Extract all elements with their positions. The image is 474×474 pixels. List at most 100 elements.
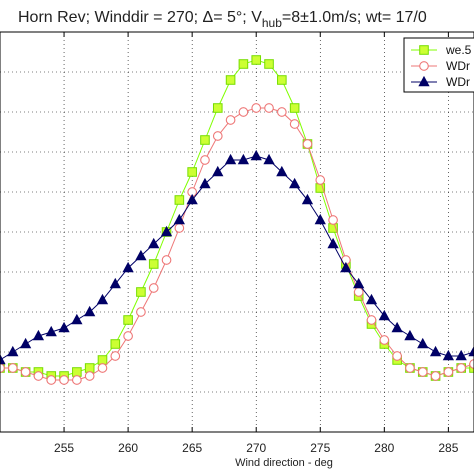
series-2	[0, 103, 474, 385]
data-point	[443, 367, 454, 377]
data-point	[238, 59, 249, 69]
series-group	[0, 55, 474, 385]
data-point	[97, 355, 108, 365]
x-tick-label: 270	[246, 441, 266, 455]
data-point	[212, 165, 224, 177]
chart-title-subscript: hub	[262, 16, 282, 30]
x-tick-label: 275	[310, 441, 330, 455]
data-point	[84, 363, 95, 373]
legend-marker	[419, 61, 429, 71]
data-point	[302, 139, 313, 149]
data-point	[277, 75, 287, 85]
data-point	[212, 131, 223, 141]
x-tick-label: 260	[118, 441, 138, 455]
data-point	[148, 259, 159, 269]
data-point	[442, 349, 455, 361]
data-point	[148, 283, 159, 293]
legend-marker	[419, 45, 429, 55]
data-point	[200, 135, 210, 145]
data-point	[110, 339, 121, 349]
data-point	[276, 107, 287, 117]
data-point	[225, 115, 236, 125]
chart-title-rest: =8±1.0m/s; wt= 17/0	[282, 9, 427, 26]
x-axis-label: Wind direction - deg	[235, 457, 333, 469]
data-point	[392, 351, 402, 361]
legend-label: WDr	[446, 59, 470, 73]
grid-lines	[0, 31, 474, 432]
data-point	[456, 363, 467, 373]
data-point	[174, 195, 185, 205]
x-tick-label: 265	[182, 441, 202, 455]
data-point	[174, 223, 185, 233]
data-point	[469, 359, 474, 369]
data-point	[72, 375, 82, 385]
data-point	[429, 345, 442, 357]
data-point	[160, 225, 173, 237]
data-point	[238, 107, 249, 117]
chart-title-main: Horn Rev; Winddir = 270; Δ= 5°; V	[18, 9, 262, 26]
data-point	[212, 103, 223, 113]
x-tick-label: 285	[438, 441, 458, 455]
data-point	[7, 363, 18, 373]
data-point	[391, 321, 403, 333]
data-point	[353, 287, 364, 297]
data-point	[173, 213, 185, 225]
data-point	[45, 325, 57, 337]
x-tick-label: 280	[374, 441, 394, 455]
data-point	[186, 193, 198, 205]
data-point	[289, 177, 301, 189]
data-point	[237, 153, 250, 165]
data-point	[468, 345, 474, 357]
data-point	[96, 293, 109, 305]
data-point	[365, 293, 378, 305]
legend-label: we.5	[445, 43, 472, 57]
data-point	[136, 287, 146, 297]
data-point	[276, 165, 288, 177]
data-point	[251, 103, 262, 113]
data-point	[20, 367, 31, 377]
data-point	[148, 237, 160, 249]
data-point	[0, 353, 6, 365]
data-point	[123, 331, 133, 341]
data-point	[289, 119, 300, 129]
data-point	[224, 153, 237, 165]
data-point	[7, 345, 19, 357]
data-point	[315, 175, 326, 185]
legend-label: WDr	[446, 75, 470, 89]
x-tick-label: 255	[54, 441, 74, 455]
data-point	[58, 321, 70, 333]
data-point	[135, 249, 147, 261]
data-point	[84, 305, 96, 317]
legend-box	[403, 37, 474, 93]
data-point	[404, 329, 416, 341]
data-point	[264, 103, 274, 113]
data-point	[136, 307, 146, 317]
data-point	[71, 313, 83, 325]
data-point	[33, 371, 44, 381]
plot-area-frame	[0, 31, 474, 433]
data-point	[251, 55, 262, 65]
data-point	[353, 277, 365, 289]
data-point	[19, 337, 32, 349]
data-point	[0, 363, 5, 373]
data-point	[417, 337, 429, 349]
data-point	[301, 193, 314, 205]
data-point	[161, 255, 172, 265]
data-point	[187, 167, 197, 177]
data-point	[455, 349, 467, 361]
data-point	[328, 215, 338, 225]
data-point	[264, 59, 274, 69]
data-point	[32, 329, 45, 341]
data-point	[378, 309, 390, 321]
data-point	[250, 149, 262, 161]
chart-title: Horn Rev; Winddir = 270; Δ= 5°; Vhub=8±1…	[18, 9, 427, 30]
data-point	[379, 335, 390, 345]
series-3	[0, 149, 474, 365]
data-point	[417, 367, 428, 377]
legend: we.5 WDr WDr	[403, 37, 474, 93]
data-point	[84, 371, 95, 381]
data-point	[327, 237, 339, 249]
data-point	[59, 375, 69, 385]
